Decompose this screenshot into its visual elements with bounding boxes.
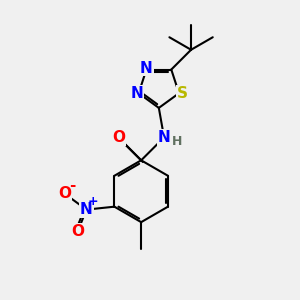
Text: N: N bbox=[131, 86, 144, 101]
Text: O: O bbox=[71, 224, 84, 239]
Text: S: S bbox=[176, 86, 188, 101]
Text: N: N bbox=[140, 61, 153, 76]
Text: O: O bbox=[58, 186, 71, 201]
Text: N: N bbox=[80, 202, 93, 217]
Text: O: O bbox=[112, 130, 125, 145]
Text: +: + bbox=[88, 195, 98, 208]
Text: H: H bbox=[172, 135, 182, 148]
Text: -: - bbox=[69, 178, 76, 193]
Text: N: N bbox=[158, 130, 170, 145]
